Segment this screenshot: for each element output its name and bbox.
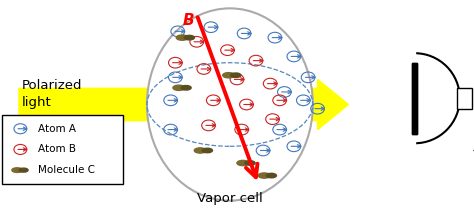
- Bar: [365, 51, 415, 145]
- Circle shape: [231, 73, 241, 78]
- Bar: [2, 115, 123, 184]
- Bar: [412, 63, 417, 134]
- Circle shape: [266, 173, 276, 178]
- Circle shape: [237, 160, 249, 166]
- Circle shape: [12, 168, 22, 172]
- Text: B: B: [183, 13, 194, 28]
- Circle shape: [173, 85, 185, 90]
- Bar: [457, 88, 472, 109]
- Circle shape: [181, 85, 191, 90]
- Text: Molecule C: Molecule C: [38, 165, 95, 175]
- Circle shape: [184, 35, 194, 40]
- Circle shape: [176, 35, 188, 40]
- Circle shape: [19, 168, 28, 172]
- Circle shape: [194, 148, 206, 153]
- Circle shape: [245, 161, 255, 165]
- FancyArrow shape: [19, 79, 348, 130]
- Circle shape: [258, 173, 270, 178]
- Bar: [412, 63, 417, 134]
- Text: Vapor cell: Vapor cell: [197, 192, 263, 205]
- Text: Atom A: Atom A: [38, 124, 76, 134]
- Circle shape: [202, 148, 212, 153]
- Text: Polarized
light: Polarized light: [21, 79, 82, 109]
- Text: Atom B: Atom B: [38, 144, 76, 154]
- Circle shape: [223, 73, 235, 78]
- Ellipse shape: [147, 8, 313, 201]
